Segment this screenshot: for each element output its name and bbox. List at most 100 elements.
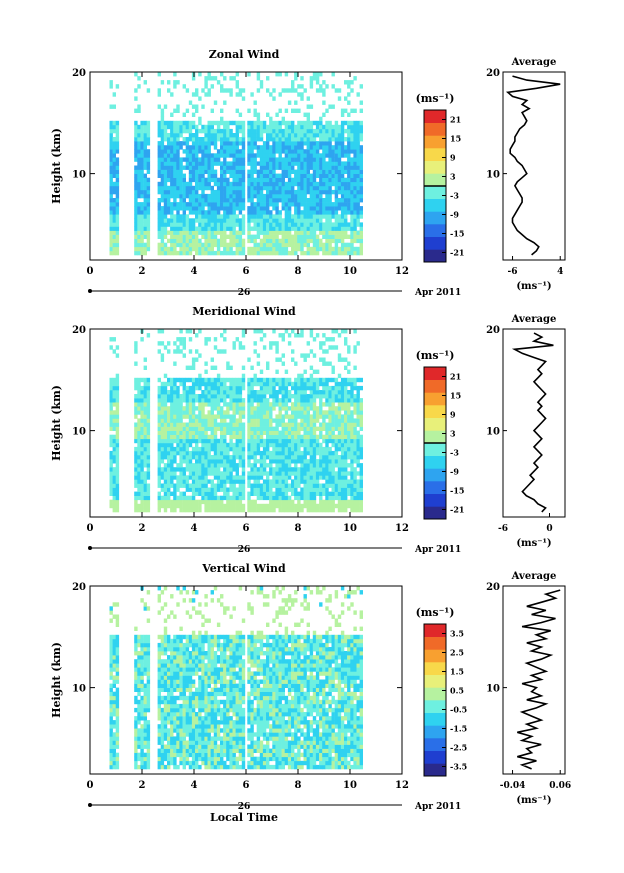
vertical-xtick-label: 6 bbox=[243, 780, 250, 791]
vertical-colorbar-unit: (ms⁻¹) bbox=[416, 606, 455, 619]
zonal-colorbar-swatch bbox=[424, 148, 446, 161]
zonal-date-label: 26 bbox=[238, 288, 251, 298]
zonal-colorbar-swatch bbox=[424, 135, 446, 149]
vertical-colorbar-tick-label: -3.5 bbox=[450, 762, 467, 772]
vertical-ytick-label: 20 bbox=[72, 582, 86, 593]
zonal-colorbar-tick-label: -15 bbox=[450, 229, 464, 239]
meridional-colorbar-swatch bbox=[424, 367, 446, 380]
meridional-colorbar-swatch bbox=[424, 468, 446, 482]
meridional-xtick-label: 8 bbox=[295, 523, 302, 534]
meridional-xtick-label: 4 bbox=[191, 523, 198, 534]
vertical-average-frame bbox=[502, 585, 566, 775]
zonal-xtick-label: 2 bbox=[139, 266, 146, 277]
zonal-colorbar-swatch bbox=[424, 224, 446, 237]
vertical-average-profile-line bbox=[517, 589, 561, 770]
vertical-heatmap-cells bbox=[109, 586, 363, 770]
vertical-average-xtick-label: -0.04 bbox=[500, 781, 526, 791]
meridional-xtick-label: 0 bbox=[87, 523, 94, 534]
zonal-colorbar-tick-label: 3 bbox=[450, 172, 456, 182]
vertical-colorbar-tick-label: -2.5 bbox=[450, 743, 467, 753]
meridional-xtick-label: 10 bbox=[343, 523, 357, 534]
vertical-month-label: Apr 2011 bbox=[414, 802, 461, 812]
zonal-heatmap-cells bbox=[109, 72, 363, 256]
meridional-colorbar-swatch bbox=[424, 506, 446, 520]
zonal-xtick-label: 6 bbox=[243, 266, 250, 277]
zonal-ytick-label: 20 bbox=[72, 68, 86, 79]
meridional-colorbar-swatch bbox=[424, 430, 446, 444]
meridional-colorbar-tick-label: -21 bbox=[450, 505, 464, 515]
meridional-colorbar-tick-label: -15 bbox=[450, 486, 464, 496]
zonal-ylabel: Height (km) bbox=[50, 128, 63, 204]
meridional-colorbar-swatch bbox=[424, 493, 446, 507]
zonal-panel: Zonal Wind 0 2 4 6 8 10 12 10 20 Height (km) 26 Apr … bbox=[50, 48, 566, 298]
vertical-average-title: Average bbox=[511, 571, 557, 582]
meridional-date-label: 26 bbox=[238, 545, 251, 555]
meridional-colorbar-tick-label: -3 bbox=[450, 448, 459, 458]
vertical-xtick-label: 0 bbox=[87, 780, 94, 791]
vertical-colorbar-tick-label: 0.5 bbox=[450, 686, 464, 696]
vertical-colorbar-swatch bbox=[424, 649, 446, 663]
meridional-xtick-label: 12 bbox=[395, 523, 409, 534]
meridional-average-ytick-label: 10 bbox=[486, 427, 500, 438]
meridional-average-ytick-label: 20 bbox=[486, 325, 500, 336]
zonal-colorbar-swatch bbox=[424, 173, 446, 187]
zonal-xtick-label: 0 bbox=[87, 266, 94, 277]
vertical-colorbar-tick-label: 3.5 bbox=[450, 629, 464, 639]
vertical-date-marker bbox=[88, 803, 92, 807]
zonal-colorbar-tick-label: 21 bbox=[450, 115, 461, 125]
meridional-month-label: Apr 2011 bbox=[414, 545, 461, 555]
vertical-panel: Vertical Wind 0 2 4 6 8 10 12 10 20 Height (km) 26 A… bbox=[50, 562, 571, 812]
zonal-average-ytick-label: 10 bbox=[486, 170, 500, 181]
meridional-colorbar-swatch bbox=[424, 392, 446, 406]
zonal-average-xtick-label: 4 bbox=[557, 267, 563, 277]
meridional-average-frame bbox=[502, 328, 566, 518]
zonal-average-frame bbox=[502, 71, 566, 261]
meridional-colorbar-tick-label: -9 bbox=[450, 467, 459, 477]
zonal-colorbar-unit: (ms⁻¹) bbox=[416, 92, 455, 105]
vertical-colorbar-swatch bbox=[424, 687, 446, 701]
vertical-ylabel: Height (km) bbox=[50, 642, 63, 718]
zonal-colorbar-swatch bbox=[424, 186, 446, 199]
vertical-xtick-label: 8 bbox=[295, 780, 302, 791]
vertical-xtick-label: 12 bbox=[395, 780, 409, 791]
zonal-colorbar-swatch bbox=[424, 198, 446, 212]
meridional-average-xtick-label: -6 bbox=[498, 524, 508, 534]
vertical-xtick-label: 2 bbox=[139, 780, 146, 791]
meridional-colorbar-swatch bbox=[424, 455, 446, 469]
vertical-average-ytick-label: 20 bbox=[486, 582, 500, 593]
vertical-colorbar-swatch bbox=[424, 700, 446, 713]
vertical-colorbar-swatch bbox=[424, 624, 446, 637]
vertical-colorbar-tick-label: -0.5 bbox=[450, 705, 467, 715]
zonal-colorbar-swatch bbox=[424, 110, 446, 123]
meridional-date-marker bbox=[88, 546, 92, 550]
vertical-colorbar-swatch bbox=[424, 738, 446, 751]
vertical-colorbar-swatch bbox=[424, 674, 446, 688]
zonal-colorbar-swatch bbox=[424, 160, 446, 174]
vertical-colorbar-swatch bbox=[424, 712, 446, 726]
vertical-xtick-label: 4 bbox=[191, 780, 198, 791]
meridional-title: Meridional Wind bbox=[192, 305, 296, 318]
vertical-colorbar-swatch bbox=[424, 662, 446, 675]
zonal-colorbar-tick-label: 15 bbox=[450, 134, 461, 144]
zonal-month-label: Apr 2011 bbox=[414, 288, 461, 298]
vertical-colorbar-tick-label: 1.5 bbox=[450, 667, 464, 677]
meridional-heatmap-cells bbox=[109, 329, 363, 513]
meridional-colorbar-tick-label: 21 bbox=[450, 372, 461, 382]
zonal-average-xlabel: (ms⁻¹) bbox=[516, 281, 551, 292]
vertical-title: Vertical Wind bbox=[201, 562, 286, 575]
meridional-average-title: Average bbox=[511, 314, 557, 325]
meridional-ytick-label: 10 bbox=[72, 427, 86, 438]
zonal-average-title: Average bbox=[511, 57, 557, 68]
meridional-xtick-label: 6 bbox=[243, 523, 250, 534]
zonal-colorbar-swatch bbox=[424, 249, 446, 263]
zonal-title: Zonal Wind bbox=[209, 48, 280, 61]
vertical-colorbar-frame bbox=[423, 623, 447, 777]
vertical-average-ytick-label: 10 bbox=[486, 684, 500, 695]
local-time-label: Local Time bbox=[210, 811, 278, 824]
zonal-xtick-label: 4 bbox=[191, 266, 198, 277]
zonal-average-xtick-label: -6 bbox=[508, 267, 518, 277]
zonal-colorbar-tick-label: -9 bbox=[450, 210, 459, 220]
meridional-colorbar-tick-label: 15 bbox=[450, 391, 461, 401]
vertical-colorbar-swatch bbox=[424, 750, 446, 764]
